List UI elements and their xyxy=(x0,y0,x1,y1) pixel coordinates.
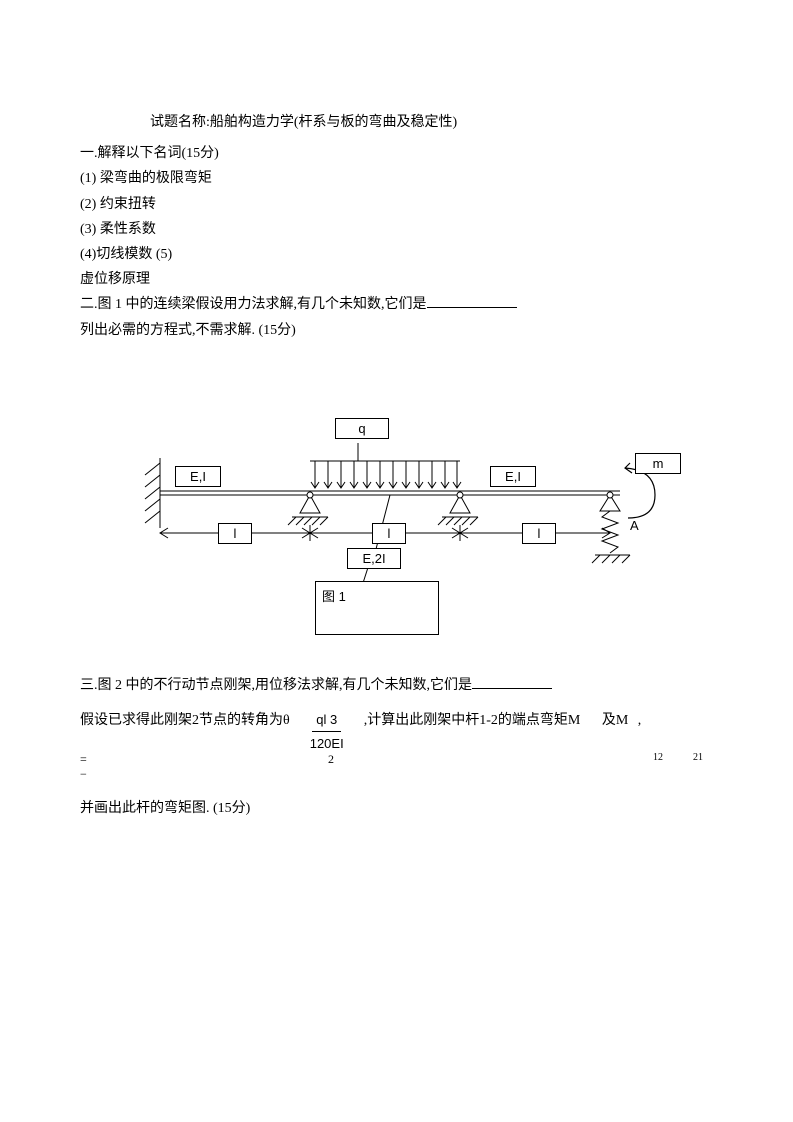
q1-item: (4)切线模数 (5) xyxy=(80,242,713,267)
fraction-numerator: ql 3 xyxy=(312,708,341,732)
q3-line2-d: , xyxy=(638,713,642,728)
q1-item: (3) 柔性系数 xyxy=(80,217,713,242)
l-label-3: l xyxy=(522,523,556,544)
q3-line3: 并画出此杆的弯矩图. (15分) xyxy=(80,796,713,821)
spring-support-icon xyxy=(592,492,630,563)
fraction-ql3-120ei: ql 3 120EI xyxy=(306,708,348,756)
q3-line1: 三.图 2 中的不行动节点刚架,用位移法求解,有几个未知数,它们是 xyxy=(80,673,713,698)
l-label-2: l xyxy=(372,523,406,544)
ei-label-right: E,I xyxy=(490,466,536,487)
q2-line1-text: 二.图 1 中的连续梁假设用力法求解,有几个未知数,它们是 xyxy=(80,297,427,312)
q1-item: 虚位移原理 xyxy=(80,267,713,292)
q3-line2: 假设已求得此刚架2节点的转角为θ ql 3 120EI ,计算出此刚架中杆1-2… xyxy=(80,708,713,756)
e2i-label: E,2I xyxy=(347,548,401,569)
ei-label-left: E,I xyxy=(175,466,221,487)
page-title: 试题名称:船舶构造力学(杆系与板的弯曲及稳定性) xyxy=(150,110,713,135)
blank-underline xyxy=(427,293,517,308)
a-label: A xyxy=(630,518,639,533)
blank-underline xyxy=(472,674,552,689)
fixed-support-icon xyxy=(145,458,160,528)
m-label: m xyxy=(635,453,681,474)
distributed-load-icon xyxy=(310,461,461,488)
q1-item: (1) 梁弯曲的极限弯矩 xyxy=(80,166,713,191)
q-label: q xyxy=(335,418,389,439)
figure-caption: 图 1 xyxy=(315,581,439,635)
fraction-denominator: 120EI xyxy=(306,732,348,755)
l-label-1: l xyxy=(218,523,252,544)
q3-line2-a: 假设已求得此刚架2节点的转角为θ xyxy=(80,713,290,728)
subscript-21: 21 xyxy=(693,752,703,763)
q3-line2-c: 及M xyxy=(602,713,628,728)
subscript-12: 12 xyxy=(653,752,663,763)
q2-line2: 列出必需的方程式,不需求解. (15分) xyxy=(80,318,713,343)
beam-line xyxy=(160,491,620,495)
q1-head: 一.解释以下名词(15分) xyxy=(80,141,713,166)
eq-prefix: = − xyxy=(80,752,88,782)
q1-item: (2) 约束扭转 xyxy=(80,192,713,217)
pin-support-icon xyxy=(438,492,478,525)
q3-line1-text: 三.图 2 中的不行动节点刚架,用位移法求解,有几个未知数,它们是 xyxy=(80,678,472,693)
figure-1-diagram: q E,I E,I m l l l A E,2I 图 1 xyxy=(100,383,700,643)
q3-line2-b: ,计算出此刚架中杆1-2的端点弯矩M xyxy=(364,713,581,728)
pin-support-icon xyxy=(288,492,328,525)
q3-line2-lower: = − 2 12 21 xyxy=(80,752,713,782)
q2-line1: 二.图 1 中的连续梁假设用力法求解,有几个未知数,它们是 xyxy=(80,292,713,317)
